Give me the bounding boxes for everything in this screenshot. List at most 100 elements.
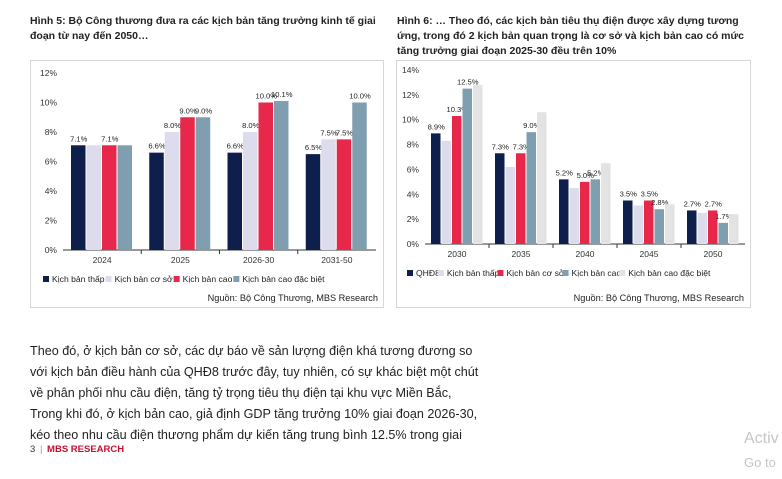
data-label: 9.0% bbox=[195, 106, 213, 115]
bar bbox=[164, 132, 180, 250]
bar bbox=[352, 102, 367, 250]
bar bbox=[687, 210, 697, 244]
legend-swatch bbox=[407, 270, 413, 276]
y-tick-label: 6% bbox=[45, 157, 58, 167]
data-label: 2.8% bbox=[651, 198, 669, 207]
data-label: 5.2% bbox=[587, 168, 605, 177]
x-tick-label: 2024 bbox=[93, 255, 112, 265]
y-tick-label: 12% bbox=[40, 68, 57, 78]
legend-swatch bbox=[105, 276, 112, 282]
bar bbox=[227, 152, 242, 250]
data-label: 1.7% bbox=[715, 212, 733, 221]
data-label: 8.0% bbox=[164, 121, 182, 130]
body-line: với kịch bản điều hành của QHĐ8 trước đâ… bbox=[30, 365, 479, 379]
chart1-title-line: đoạn từ nay đến 2050… bbox=[30, 30, 149, 42]
y-tick-label: 0% bbox=[45, 245, 58, 255]
bar bbox=[431, 133, 441, 244]
data-label: 3.5% bbox=[641, 190, 659, 199]
legend-swatch bbox=[233, 276, 240, 282]
chart2-title-line: tăng trưởng giai đoạn 2025-30 đều trên 1… bbox=[397, 45, 617, 57]
bar bbox=[623, 200, 633, 244]
bar bbox=[441, 140, 451, 244]
legend-label: Kịch bản cao bbox=[572, 268, 622, 278]
bar bbox=[537, 112, 547, 244]
data-label: 7.5% bbox=[320, 128, 338, 137]
bar bbox=[526, 132, 536, 244]
bar bbox=[601, 163, 611, 244]
legend-label: QHĐ8 bbox=[416, 268, 440, 278]
chart2-panel: 0% 2% 4% 6% 8% 10% 12% 14% 2030 8.9% 10.3% 12.5% 203… bbox=[396, 60, 751, 308]
bar bbox=[516, 153, 526, 244]
legend-swatch bbox=[43, 276, 49, 282]
footer-brand: MBS RESEARCH bbox=[47, 444, 125, 455]
bar bbox=[71, 145, 86, 250]
chart1-title-line: Hình 5: Bộ Công thương đưa ra các kịch b… bbox=[30, 15, 376, 27]
x-tick-label: 2025 bbox=[171, 255, 190, 265]
bar bbox=[336, 139, 352, 250]
data-label: 12.5% bbox=[457, 78, 479, 87]
activation-watermark-title: Activ bbox=[744, 430, 779, 447]
legend-label: Kịch bản thấp bbox=[52, 274, 105, 284]
y-tick-label: 0% bbox=[407, 239, 420, 249]
y-tick-label: 14% bbox=[402, 65, 419, 75]
bar bbox=[580, 181, 590, 244]
body-line: Theo đó, ở kịch bản cơ sở, các dự báo về… bbox=[30, 344, 473, 358]
x-tick-label: 2050 bbox=[704, 249, 723, 259]
bar bbox=[274, 101, 289, 251]
bar bbox=[633, 205, 643, 244]
y-tick-label: 2% bbox=[407, 214, 420, 224]
bar bbox=[102, 145, 117, 250]
data-label: 6.6% bbox=[227, 142, 245, 151]
page-number: 3 bbox=[30, 444, 36, 455]
legend-swatch bbox=[497, 270, 504, 276]
data-label: 10.1% bbox=[271, 90, 293, 99]
chart2-svg: 0% 2% 4% 6% 8% 10% 12% 14% 2030 8.9%10.3% 12.5% 203… bbox=[402, 65, 745, 303]
data-label: 8.9% bbox=[428, 122, 446, 131]
legend-label: Kịch bản cao bbox=[183, 274, 233, 284]
legend-label: Kịch bản cao đặc biệt bbox=[242, 274, 325, 284]
legend-swatch bbox=[562, 270, 569, 276]
data-label: 10.0% bbox=[255, 92, 277, 101]
chart1-svg: 0% 2% 4% 6% 8% 10% 12% 2024 7.1% 7.1% 2025 6.6% 8.0%… bbox=[40, 68, 378, 303]
chart1-panel: 0% 2% 4% 6% 8% 10% 12% 2024 7.1% 7.1% 2025 6.6% 8.0%… bbox=[30, 60, 384, 308]
chart-source: Nguồn: Bộ Công Thương, MBS Research bbox=[574, 293, 744, 303]
data-label: 8.0% bbox=[242, 121, 260, 130]
bar bbox=[644, 200, 654, 244]
page-footer: 3 | MBS RESEARCH bbox=[30, 444, 124, 455]
legend-swatch bbox=[173, 276, 180, 282]
chart1-title: Hình 5: Bộ Công thương đưa ra các kịch b… bbox=[30, 14, 376, 44]
body-paragraph: Theo đó, ở kịch bản cơ sở, các dự báo về… bbox=[30, 341, 500, 446]
data-label: 6.5% bbox=[305, 143, 323, 152]
chart2-title-line: Hình 6: … Theo đó, các kịch bản tiêu thụ… bbox=[397, 15, 739, 27]
legend-swatch bbox=[437, 270, 444, 276]
body-line: về phân phối nhu cầu điện, tăng tỷ trọng… bbox=[30, 386, 452, 400]
bar bbox=[195, 117, 211, 250]
y-tick-label: 2% bbox=[45, 216, 58, 226]
y-tick-label: 12% bbox=[402, 90, 419, 100]
data-label: 7.3% bbox=[513, 142, 531, 151]
data-label: 2.7% bbox=[705, 199, 723, 208]
x-tick-label: 2030 bbox=[448, 249, 467, 259]
legend-label: Kịch bản cơ sở bbox=[115, 274, 173, 284]
y-tick-label: 10% bbox=[402, 115, 419, 125]
legend-label: Kịch bản thấp bbox=[447, 268, 500, 278]
data-label: 5.2% bbox=[556, 168, 574, 177]
data-label: 2.7% bbox=[684, 199, 702, 208]
y-tick-label: 6% bbox=[407, 164, 420, 174]
chart2-title: Hình 6: … Theo đó, các kịch bản tiêu thụ… bbox=[397, 14, 762, 59]
y-tick-label: 8% bbox=[407, 140, 420, 150]
bar bbox=[180, 117, 195, 250]
bar bbox=[321, 139, 336, 250]
body-line: Trong khi đó, ở kịch bản cao, giả định G… bbox=[30, 407, 478, 421]
body-line: kéo theo nhu cầu điện thương phẩm dự kiế… bbox=[30, 428, 462, 442]
data-label: 9.0% bbox=[523, 121, 541, 130]
bar bbox=[258, 102, 273, 250]
data-label: 7.1% bbox=[101, 134, 119, 143]
y-tick-label: 8% bbox=[45, 127, 58, 137]
data-label: 3.5% bbox=[620, 190, 638, 199]
data-label: 7.1% bbox=[70, 134, 88, 143]
legend-swatch bbox=[619, 270, 626, 276]
bar bbox=[117, 145, 132, 250]
bar bbox=[86, 145, 101, 250]
y-tick-label: 4% bbox=[45, 186, 58, 196]
